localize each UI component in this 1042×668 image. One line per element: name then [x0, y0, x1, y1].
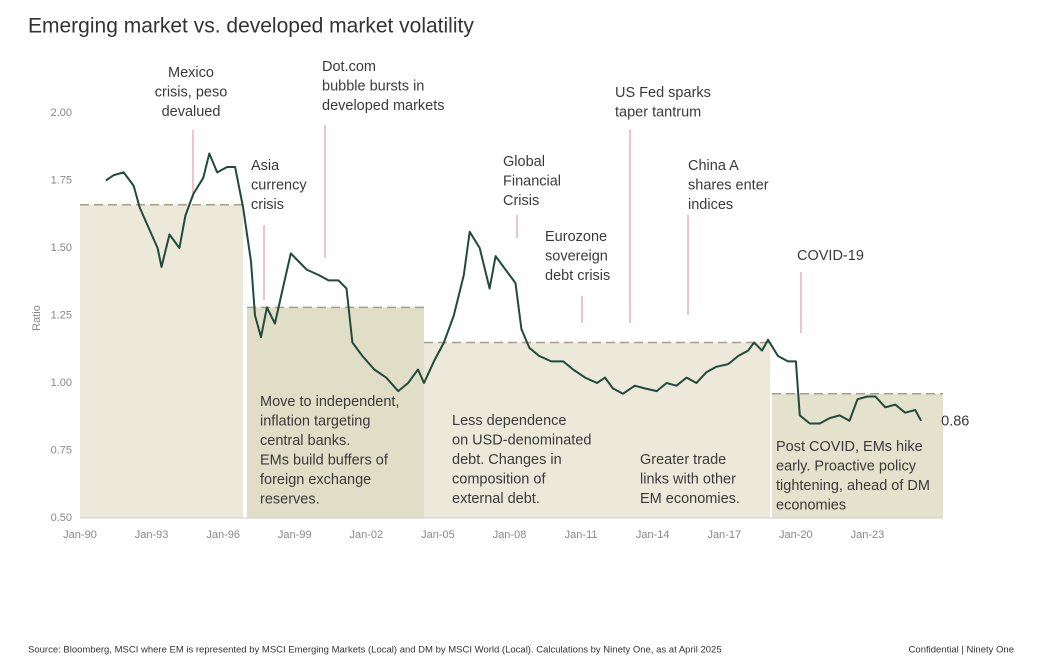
y-tick-label: 1.25 [51, 309, 72, 321]
regime-note: Post COVID, EMs hike [776, 439, 923, 455]
x-tick-label: Jan-08 [493, 529, 527, 541]
regime-note: reserves. [260, 491, 320, 507]
regime-note: Less dependence [452, 413, 567, 429]
y-axis-label: Ratio [31, 305, 43, 331]
event-label: indices [688, 197, 733, 213]
y-tick-label: 1.50 [51, 242, 72, 254]
event-label: US Fed sparks [615, 85, 711, 101]
y-tick-label: 0.75 [51, 444, 72, 456]
footer: Confidential | Ninety One [909, 645, 1014, 656]
event-label: sovereign [545, 248, 608, 264]
event-label: currency [251, 177, 307, 193]
note: EM economies. [640, 491, 740, 507]
x-tick-label: Jan-02 [350, 529, 384, 541]
event-label: bubble bursts in [322, 78, 424, 94]
regime-note: early. Proactive policy [776, 458, 917, 474]
x-tick-label: Jan-05 [421, 529, 455, 541]
y-tick-label: 2.00 [51, 107, 72, 119]
regime-note: EMs build buffers of [260, 452, 389, 468]
regime-note: central banks. [260, 433, 350, 449]
event-label: taper tantrum [615, 104, 701, 120]
x-tick-label: Jan-20 [779, 529, 813, 541]
event-label: shares enter [688, 177, 769, 193]
event-label: Crisis [503, 193, 539, 209]
event-label: Financial [503, 173, 561, 189]
regime-note: tightening, ahead of DM [776, 478, 930, 494]
series-line [105, 152, 922, 425]
event-label: China A [688, 158, 739, 174]
x-tick-label: Jan-14 [636, 529, 670, 541]
y-tick-label: 0.50 [51, 512, 72, 524]
regime-note: inflation targeting [260, 413, 370, 429]
event-label: crisis [251, 197, 284, 213]
regime-note: foreign exchange [260, 472, 371, 488]
x-tick-label: Jan-93 [135, 529, 169, 541]
y-tick-label: 1.00 [51, 377, 72, 389]
end-value-label: 0.86 [941, 414, 969, 430]
regime-note: debt. Changes in [452, 452, 562, 468]
regime-area [247, 307, 425, 518]
event-label: COVID-19 [797, 248, 864, 264]
regime-area [80, 204, 244, 519]
event-label: Dot.com [322, 59, 376, 75]
x-tick-label: Jan-90 [63, 529, 97, 541]
event-label: Eurozone [545, 229, 607, 245]
y-tick-label: 1.75 [51, 174, 72, 186]
note: Greater trade [640, 452, 726, 468]
x-tick-label: Jan-99 [278, 529, 312, 541]
event-label: Asia [251, 158, 280, 174]
event-label: debt crisis [545, 268, 610, 284]
event-label: developed markets [322, 98, 445, 114]
x-tick-label: Jan-11 [565, 529, 598, 541]
event-label: crisis, peso [155, 84, 228, 100]
regime-note: external debt. [452, 491, 540, 507]
x-tick-label: Jan-17 [707, 529, 741, 541]
chart-title: Emerging market vs. developed market vol… [28, 15, 474, 38]
x-tick-label: Jan-96 [206, 529, 240, 541]
note: links with other [640, 471, 736, 487]
regime-note: economies [776, 497, 846, 513]
regime-note: composition of [452, 471, 546, 487]
regime-area [424, 342, 771, 518]
regime-note: Move to independent, [260, 394, 399, 410]
event-label: Mexico [168, 65, 214, 81]
regime-note: on USD-denominated [452, 432, 591, 448]
x-tick-label: Jan-23 [851, 529, 885, 541]
event-label: devalued [162, 104, 221, 120]
source: Source: Bloomberg, MSCI where EM is repr… [28, 645, 722, 656]
event-label: Global [503, 154, 545, 170]
